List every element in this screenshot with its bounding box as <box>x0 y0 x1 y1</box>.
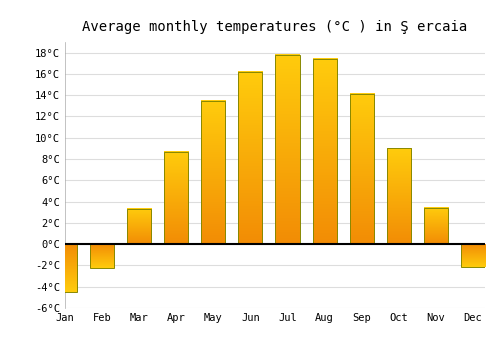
Bar <box>461 244 485 266</box>
Bar <box>424 208 448 244</box>
Bar <box>127 209 151 244</box>
Bar <box>461 244 485 266</box>
Bar <box>202 100 226 244</box>
Bar <box>350 94 374 244</box>
Bar <box>386 148 411 244</box>
Bar <box>276 55 299 244</box>
Bar <box>164 152 188 244</box>
Bar <box>90 244 114 267</box>
Bar <box>238 72 262 244</box>
Bar <box>386 148 411 244</box>
Bar <box>53 244 77 292</box>
Bar <box>202 100 226 244</box>
Bar <box>312 59 336 244</box>
Bar <box>276 55 299 244</box>
Bar <box>127 209 151 244</box>
Bar <box>90 244 114 267</box>
Bar <box>53 244 77 292</box>
Bar <box>424 208 448 244</box>
Bar <box>312 59 336 244</box>
Title: Average monthly temperatures (°C ) in Ş ercaia: Average monthly temperatures (°C ) in Ş … <box>82 20 468 34</box>
Bar <box>164 152 188 244</box>
Bar <box>238 72 262 244</box>
Bar <box>350 94 374 244</box>
